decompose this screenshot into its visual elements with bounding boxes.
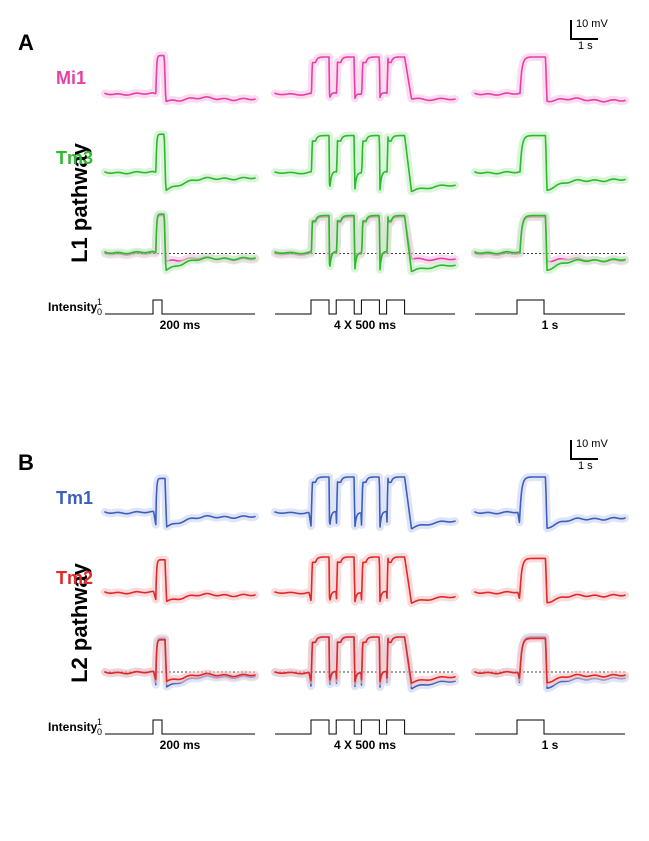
scalebar-mv: 10 mV	[576, 438, 608, 450]
intensity-tick-1: 1	[97, 717, 102, 727]
intensity-tick-1: 1	[97, 297, 102, 307]
stim-label-1s-A: 1 s	[475, 318, 625, 332]
cell-label-Tm1: Tm1	[56, 488, 93, 509]
panel-letter-B: B	[18, 450, 34, 476]
cell-label-Tm3: Tm3	[56, 148, 93, 169]
stim-label-1s-B: 1 s	[475, 738, 625, 752]
stim-label-200ms-B: 200 ms	[105, 738, 255, 752]
intensity-tick-0: 0	[97, 307, 102, 317]
intensity-tick-0: 0	[97, 727, 102, 737]
intensity-label-A: Intensity	[48, 300, 97, 314]
scalebar-mv: 10 mV	[576, 18, 608, 30]
cell-label-Mi1: Mi1	[56, 68, 86, 89]
cell-label-Tm2: Tm2	[56, 568, 93, 589]
stim-label-4x500-A: 4 X 500 ms	[275, 318, 455, 332]
panel-letter-A: A	[18, 30, 34, 56]
intensity-label-B: Intensity	[48, 720, 97, 734]
figure-root: AL1 pathway10 mV1 sMi1Tm3Intensity10200 …	[0, 0, 649, 841]
stim-label-4x500-B: 4 X 500 ms	[275, 738, 455, 752]
stim-label-200ms-A: 200 ms	[105, 318, 255, 332]
